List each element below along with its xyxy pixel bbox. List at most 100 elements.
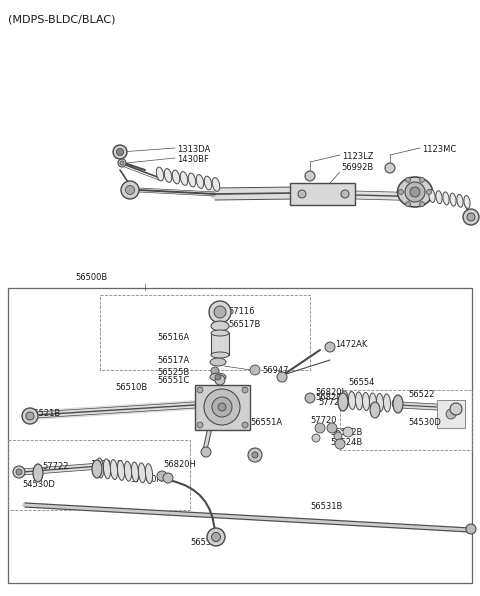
- Circle shape: [197, 387, 203, 393]
- Circle shape: [209, 301, 231, 323]
- Ellipse shape: [103, 459, 110, 479]
- Ellipse shape: [376, 393, 384, 411]
- Ellipse shape: [212, 178, 220, 191]
- Circle shape: [341, 190, 349, 198]
- Circle shape: [277, 372, 287, 382]
- Ellipse shape: [132, 462, 139, 482]
- Circle shape: [117, 148, 123, 156]
- Text: 56531B: 56531B: [310, 502, 342, 511]
- Circle shape: [120, 161, 124, 165]
- Ellipse shape: [110, 460, 118, 480]
- Circle shape: [242, 387, 248, 393]
- Circle shape: [327, 423, 337, 433]
- Ellipse shape: [211, 330, 229, 336]
- Circle shape: [242, 422, 248, 428]
- Bar: [437, 400, 465, 428]
- Bar: [290, 183, 355, 205]
- Circle shape: [252, 452, 258, 458]
- Ellipse shape: [370, 393, 376, 411]
- Ellipse shape: [393, 395, 403, 413]
- Bar: [211, 333, 229, 355]
- Circle shape: [215, 375, 225, 385]
- Circle shape: [463, 209, 479, 225]
- Circle shape: [22, 408, 38, 424]
- Ellipse shape: [348, 392, 356, 409]
- Ellipse shape: [188, 173, 196, 187]
- Circle shape: [207, 528, 225, 546]
- Circle shape: [212, 532, 220, 542]
- Circle shape: [214, 306, 226, 318]
- Text: 57740A: 57740A: [370, 400, 402, 409]
- Circle shape: [466, 524, 476, 534]
- Ellipse shape: [33, 464, 43, 482]
- Text: 56992B: 56992B: [341, 163, 373, 172]
- Text: 56500B: 56500B: [75, 273, 107, 282]
- Ellipse shape: [397, 177, 432, 207]
- Text: 56517A: 56517A: [158, 356, 190, 365]
- Ellipse shape: [210, 373, 226, 381]
- Text: 56554: 56554: [190, 538, 216, 547]
- Text: 56820J: 56820J: [315, 388, 344, 397]
- Circle shape: [248, 448, 262, 462]
- Circle shape: [420, 178, 424, 182]
- Circle shape: [467, 213, 475, 221]
- Ellipse shape: [341, 391, 348, 409]
- Text: 54530D: 54530D: [408, 418, 441, 427]
- Bar: [8, 288, 472, 583]
- Text: 1123LZ: 1123LZ: [342, 152, 373, 161]
- Text: 56525B: 56525B: [158, 368, 190, 377]
- Ellipse shape: [210, 358, 226, 366]
- Text: 56517B: 56517B: [228, 320, 260, 329]
- Circle shape: [406, 201, 410, 207]
- Circle shape: [16, 469, 22, 475]
- Circle shape: [334, 432, 342, 440]
- Circle shape: [450, 403, 462, 415]
- Text: 1472AK: 1472AK: [335, 340, 367, 349]
- Ellipse shape: [370, 402, 380, 418]
- Ellipse shape: [384, 394, 391, 412]
- Circle shape: [250, 365, 260, 375]
- Circle shape: [305, 171, 315, 181]
- Ellipse shape: [211, 321, 229, 331]
- Ellipse shape: [443, 192, 449, 205]
- Text: 56521B: 56521B: [28, 409, 60, 418]
- Circle shape: [215, 374, 221, 380]
- Ellipse shape: [436, 191, 442, 204]
- Ellipse shape: [338, 393, 348, 411]
- Text: (MDPS-BLDC/BLAC): (MDPS-BLDC/BLAC): [8, 15, 116, 25]
- Text: 54530D: 54530D: [22, 480, 55, 489]
- Ellipse shape: [405, 182, 425, 202]
- Circle shape: [406, 178, 410, 182]
- Circle shape: [398, 190, 404, 194]
- Text: 56551A: 56551A: [250, 418, 282, 427]
- Circle shape: [13, 466, 25, 478]
- Circle shape: [335, 439, 345, 449]
- Circle shape: [211, 367, 219, 375]
- Ellipse shape: [429, 190, 435, 203]
- Ellipse shape: [362, 393, 370, 411]
- Circle shape: [197, 422, 203, 428]
- Text: 57720: 57720: [310, 416, 336, 425]
- Ellipse shape: [156, 167, 164, 181]
- Text: 56522: 56522: [408, 390, 434, 399]
- Ellipse shape: [172, 170, 180, 184]
- Text: 57722: 57722: [318, 398, 345, 407]
- Circle shape: [118, 159, 126, 167]
- Ellipse shape: [356, 392, 362, 410]
- Circle shape: [204, 389, 240, 425]
- Text: 56820H: 56820H: [163, 460, 196, 469]
- Circle shape: [312, 434, 320, 442]
- Text: 57116: 57116: [228, 307, 254, 316]
- Circle shape: [446, 409, 456, 419]
- Ellipse shape: [124, 461, 132, 481]
- Ellipse shape: [118, 461, 125, 480]
- Text: 56820J: 56820J: [315, 393, 344, 402]
- Ellipse shape: [204, 176, 212, 190]
- Ellipse shape: [138, 463, 145, 483]
- Circle shape: [201, 447, 211, 457]
- Bar: [195, 385, 250, 430]
- Circle shape: [157, 471, 167, 481]
- Circle shape: [125, 185, 134, 194]
- Text: 56947: 56947: [262, 366, 288, 375]
- Ellipse shape: [464, 195, 470, 209]
